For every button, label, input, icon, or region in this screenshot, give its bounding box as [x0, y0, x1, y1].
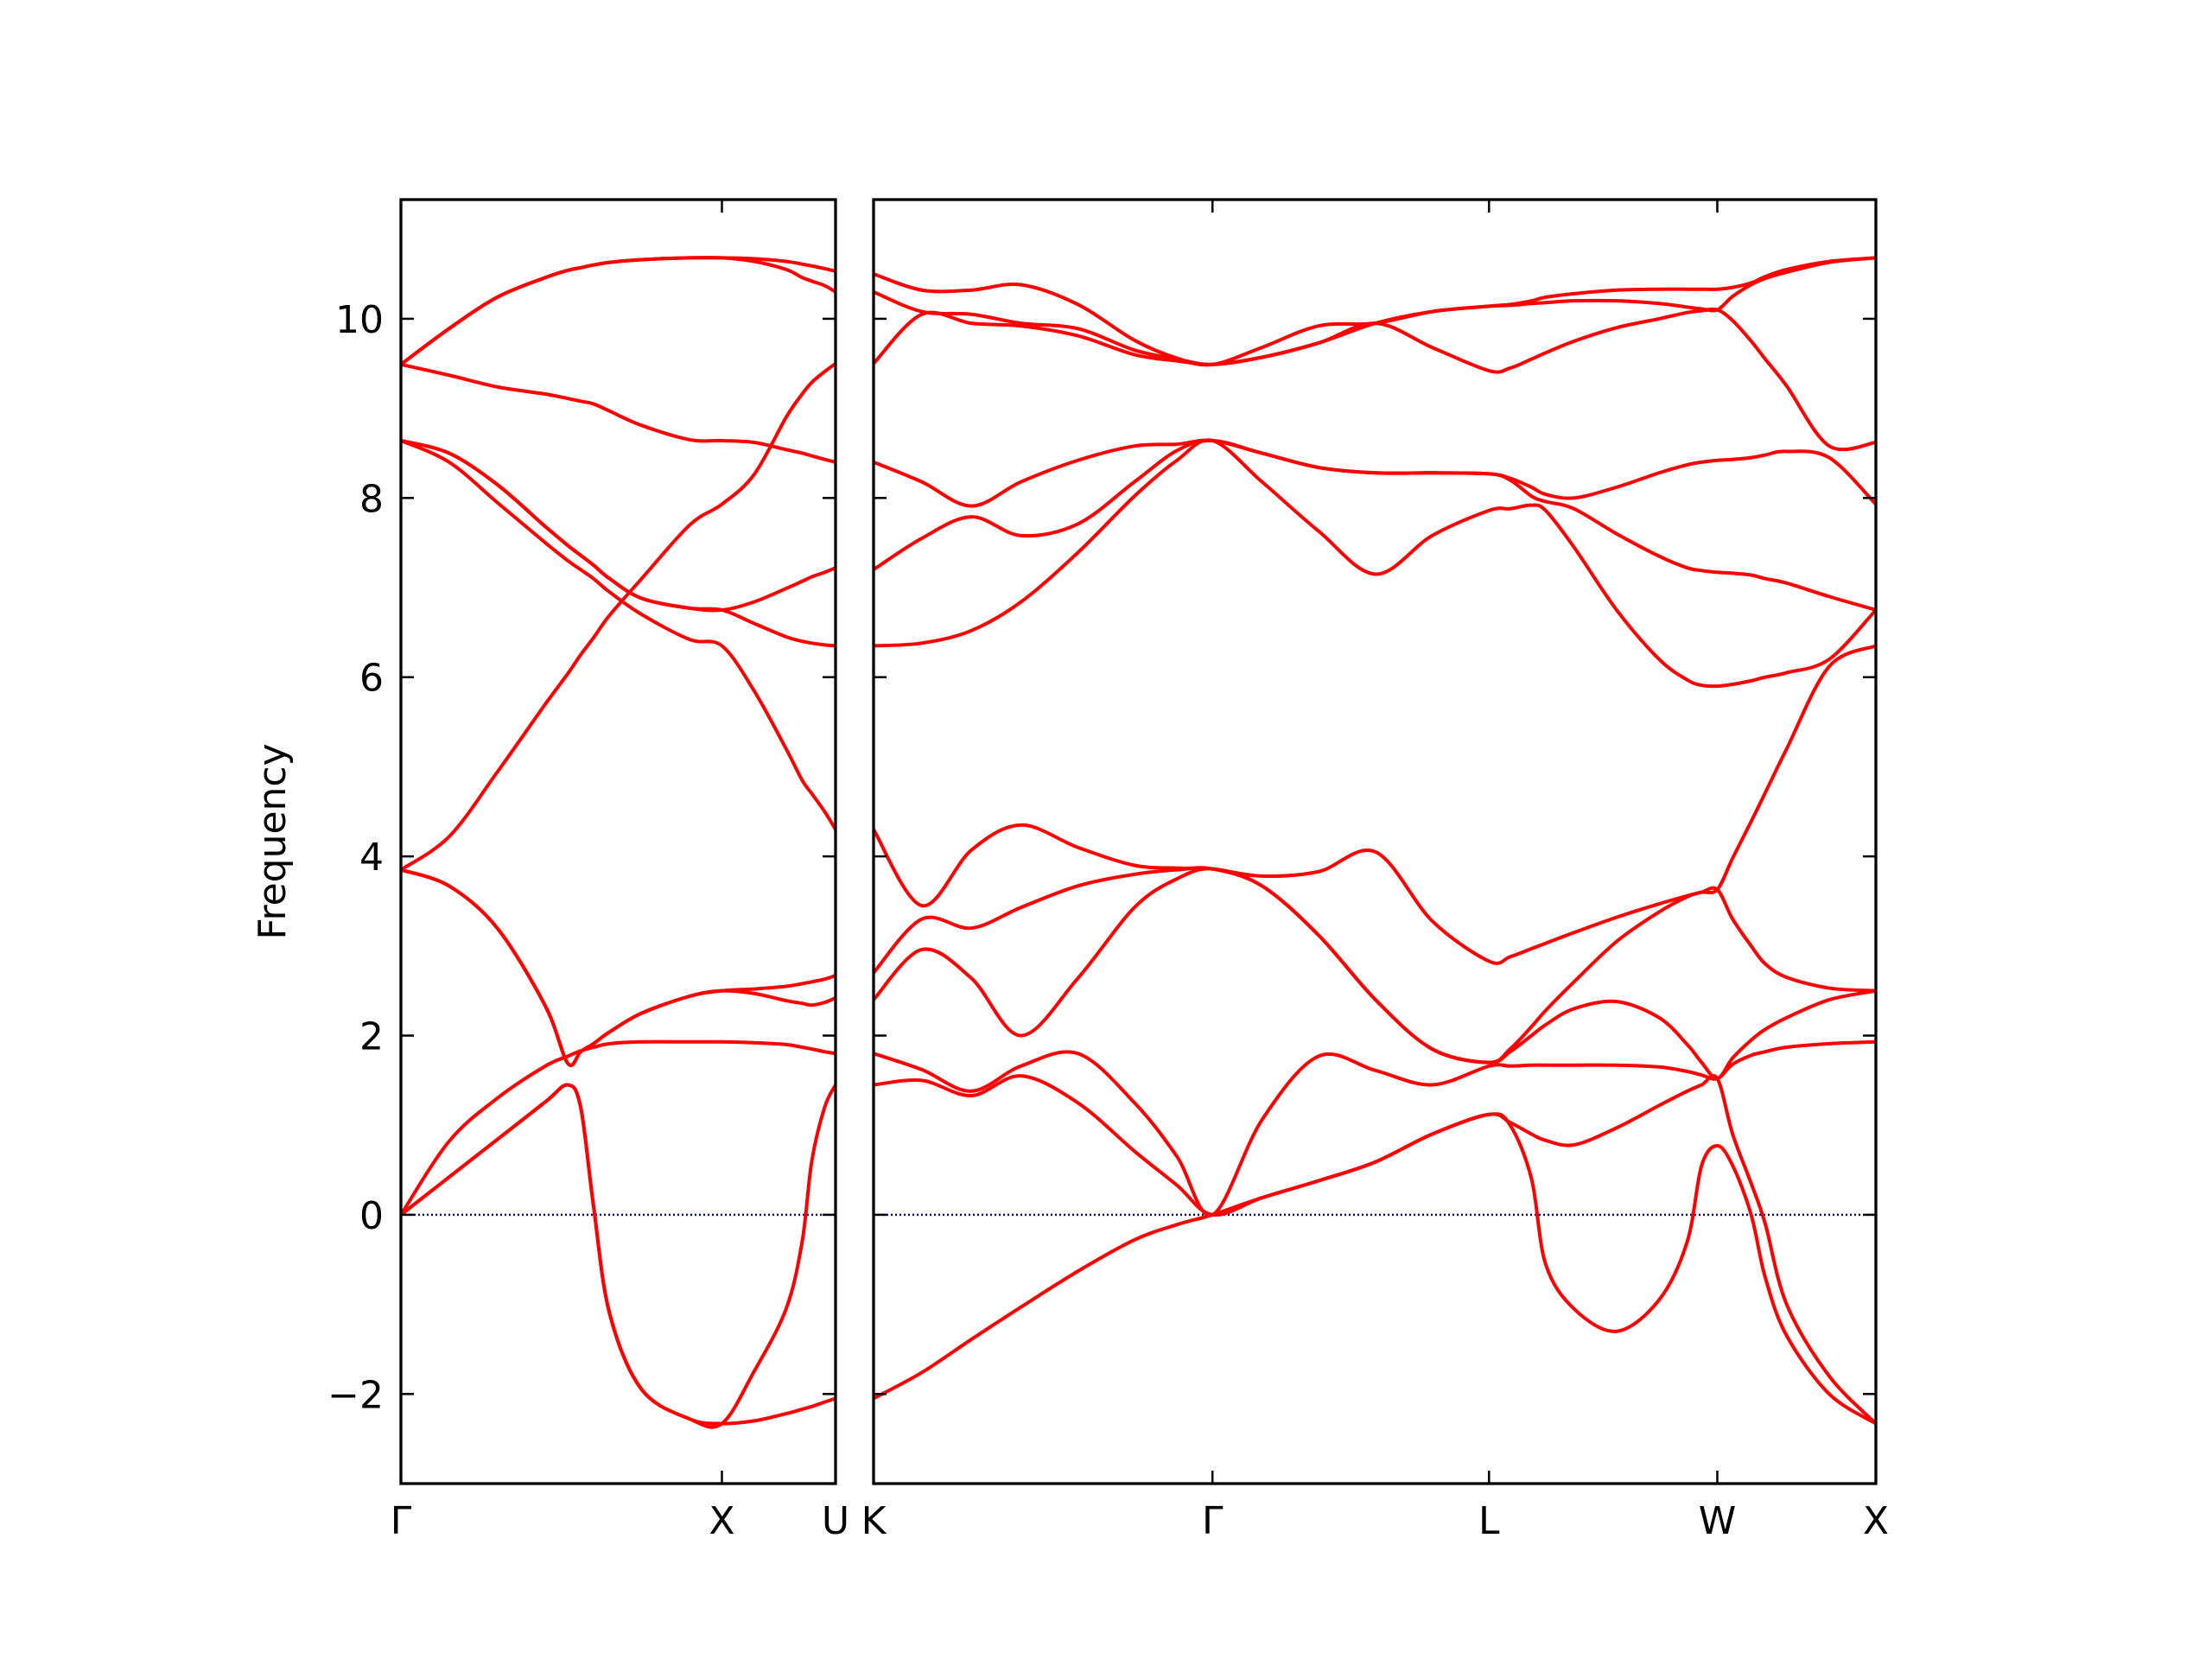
band-line: [874, 256, 1876, 367]
x-tick-label: U: [822, 1499, 849, 1543]
band-line: [401, 439, 836, 831]
y-tick-label: 10: [335, 298, 384, 342]
band-line: [874, 1074, 1876, 1425]
band-line: [874, 307, 1876, 452]
band-line: [874, 1039, 1876, 1217]
band-line: [874, 1112, 1876, 1426]
x-tick-label: X: [1863, 1499, 1889, 1543]
y-tick-label: 0: [359, 1194, 384, 1238]
band-line: [874, 644, 1876, 965]
x-tick-label: Γ: [1202, 1499, 1224, 1543]
y-tick-label: 4: [359, 836, 384, 880]
band-line: [401, 439, 836, 648]
x-tick-label: L: [1478, 1499, 1500, 1543]
x-tick-label: Γ: [391, 1499, 412, 1543]
band-line: [401, 1039, 836, 1216]
band-line: [401, 362, 836, 872]
band-line: [874, 866, 1876, 1065]
plot-area: [401, 256, 836, 1429]
axes-frame: [399, 198, 837, 1485]
band-line: [874, 438, 1876, 689]
x-tick-label: W: [1699, 1499, 1737, 1543]
band-line: [401, 1083, 836, 1429]
band-line: [401, 362, 836, 464]
axes-frame: [872, 198, 1878, 1485]
x-tick-label: K: [861, 1499, 887, 1543]
band-line: [874, 438, 1876, 508]
band-line: [401, 868, 836, 1067]
y-axis-label: Frequency: [251, 743, 295, 939]
y-tick-label: 8: [359, 477, 384, 521]
x-tick-label: X: [709, 1499, 734, 1543]
plot-area: [874, 256, 1876, 1426]
y-tick-label: −2: [327, 1373, 384, 1417]
y-tick-label: 6: [359, 657, 384, 701]
y-tick-label: 2: [359, 1015, 384, 1059]
band-line: [401, 256, 836, 366]
